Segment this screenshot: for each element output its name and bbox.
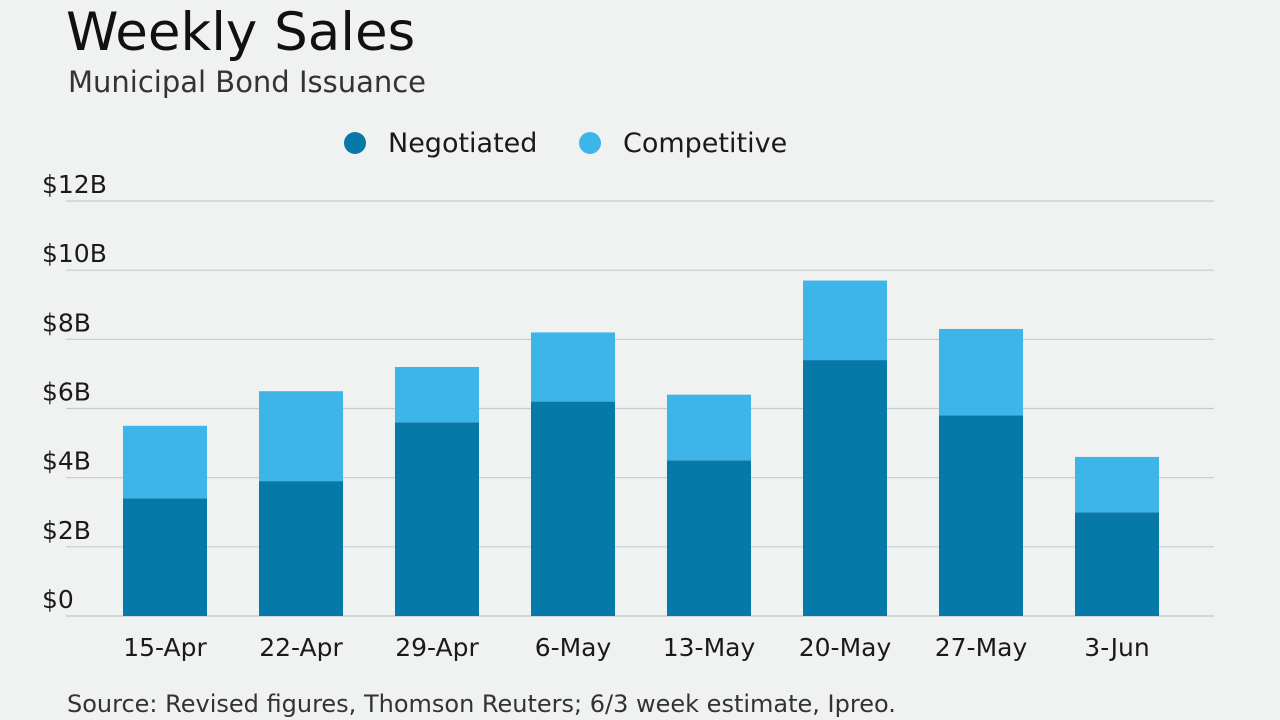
bar-competitive [667, 394, 751, 461]
legend-swatch-negotiated [344, 132, 366, 154]
y-tick-label: $0 [42, 585, 74, 614]
bar-competitive [123, 425, 207, 499]
bar-competitive [803, 280, 887, 361]
x-axis-labels: 15-Apr 22-Apr 29-Apr 6-May 13-May 20-May 27-Ma… [123, 633, 1149, 662]
legend-swatch-competitive [579, 132, 601, 154]
bar-competitive [531, 332, 615, 402]
bar-competitive [1075, 456, 1159, 513]
y-tick-label: $10B [42, 239, 107, 268]
bar-competitive [259, 391, 343, 482]
x-tick-label: 13-May [663, 633, 756, 662]
legend: Negotiated Competitive [344, 128, 787, 159]
bar-negotiated [803, 360, 887, 616]
gridlines [66, 200, 1214, 617]
legend-label-competitive: Competitive [623, 128, 787, 159]
source-note: Source: Revised figures, Thomson Reuters… [67, 690, 896, 718]
bar-negotiated [1075, 512, 1159, 616]
legend-label-negotiated: Negotiated [388, 128, 537, 159]
chart-title: Weekly Sales [66, 2, 416, 63]
y-tick-label: $12B [42, 170, 107, 199]
y-tick-label: $4B [42, 447, 91, 476]
x-tick-label: 6-May [535, 633, 612, 662]
bar-negotiated [939, 415, 1023, 616]
y-tick-label: $2B [42, 516, 91, 545]
x-tick-label: 15-Apr [123, 633, 207, 662]
y-axis-labels: $0 $2B $4B $6B $8B $10B $12B [42, 170, 107, 614]
x-tick-label: 27-May [935, 633, 1028, 662]
y-tick-label: $8B [42, 308, 91, 337]
bar-negotiated [259, 481, 343, 616]
x-tick-label: 20-May [799, 633, 892, 662]
bars [123, 280, 1159, 616]
bar-negotiated [395, 422, 479, 616]
bar-negotiated [531, 401, 615, 616]
bar-negotiated [123, 498, 207, 616]
bar-competitive [395, 367, 479, 423]
chart-subtitle: Municipal Bond Issuance [68, 65, 427, 99]
bar-negotiated [667, 460, 751, 616]
x-tick-label: 3-Jun [1084, 633, 1149, 662]
bar-competitive [939, 328, 1023, 416]
x-tick-label: 29-Apr [395, 633, 479, 662]
y-tick-label: $6B [42, 378, 91, 407]
x-tick-label: 22-Apr [259, 633, 343, 662]
